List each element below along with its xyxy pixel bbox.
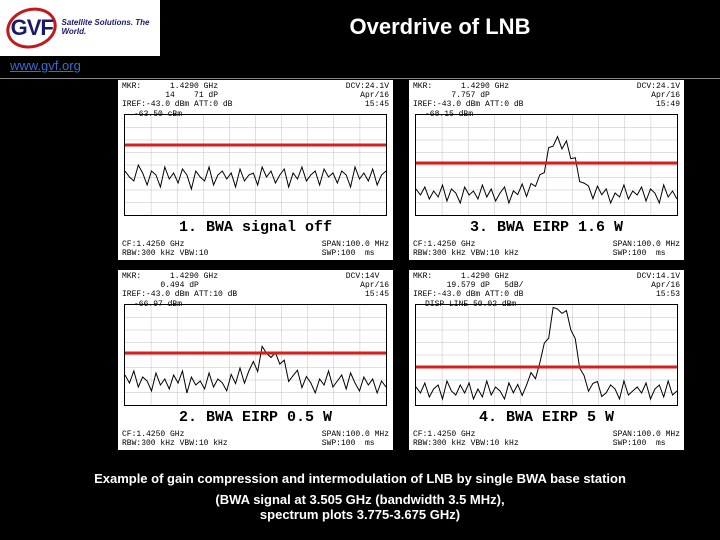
panel-caption: 2. BWA EIRP 0.5 W xyxy=(175,409,336,426)
panel-header: MKR: 1.4290 GHz 19.579 dP 5dB/ IREF:-43.… xyxy=(409,270,684,300)
panel-head-right: DCV:24.1V Apr/16 15:49 xyxy=(637,82,680,110)
logo-tagline: Satellite Solutions. The World. xyxy=(61,19,154,37)
spectrum-grid: MKR: 1.4290 GHz 14 71 dP IREF:-43.0 dBm … xyxy=(118,80,684,450)
foot-left: CF:1.4250 GHz RBW:300 kHz VBW:10 kHz xyxy=(413,240,519,258)
footer-line-2: (BWA signal at 3.505 GHz (bandwidth 3.5 … xyxy=(0,492,720,507)
foot-right: SPAN:100.0 MHz SWP:100 ms xyxy=(322,240,389,258)
spectrum-panel-3: MKR: 1.4290 GHz 7.757 dP IREF:-43.0 dBm … xyxy=(409,80,684,260)
panel-head-right: DCV:24.1V Apr/16 15:45 xyxy=(346,82,389,110)
spectrum-panel-4: MKR: 1.4290 GHz 19.579 dP 5dB/ IREF:-43.… xyxy=(409,270,684,450)
panel-head-right: DCV:14V Apr/16 15:45 xyxy=(346,272,389,300)
panel-caption: 1. BWA signal off xyxy=(175,219,336,236)
panel-caption: 4. BWA EIRP 5 W xyxy=(475,409,618,426)
foot-left: CF:1.4250 GHz RBW:300 kHz VBW:10 kHz xyxy=(413,430,519,448)
foot-left: CF:1.4250 GHz RBW:300 kHz VBW:10 xyxy=(122,240,208,258)
logo: GVF Satellite Solutions. The World. xyxy=(0,0,160,56)
foot-right: SPAN:100.0 MHz SWP:100 ms xyxy=(613,430,680,448)
site-url-link[interactable]: www.gvf.org xyxy=(10,58,81,73)
panel-head-left: MKR: 1.4290 GHz 14 71 dP IREF:-43.0 dBm … xyxy=(122,82,232,110)
page-title: Overdrive of LNB xyxy=(160,0,720,40)
footer-line-1: Example of gain compression and intermod… xyxy=(0,471,720,486)
divider xyxy=(0,78,720,79)
panel-header: MKR: 1.4290 GHz 7.757 dP IREF:-43.0 dBm … xyxy=(409,80,684,110)
spectrum-plot-2 xyxy=(124,304,387,406)
panel-head-left: MKR: 1.4290 GHz 19.579 dP 5dB/ IREF:-43.… xyxy=(413,272,523,300)
panel-footer: CF:1.4250 GHz RBW:300 kHz VBW:10 kHz SPAN… xyxy=(413,430,680,448)
logo-mark: GVF xyxy=(6,6,57,50)
panel-head-left: MKR: 1.4290 GHz 7.757 dP IREF:-43.0 dBm … xyxy=(413,82,523,110)
panel-head-right: DCV:14.1V Apr/16 15:53 xyxy=(637,272,680,300)
foot-right: SPAN:100.0 MHz SWP:100 ms xyxy=(322,430,389,448)
logo-letters: GVF xyxy=(6,6,57,50)
spectrum-plot-3 xyxy=(415,114,678,216)
footer-line-3: spectrum plots 3.775-3.675 GHz) xyxy=(0,507,720,522)
spectrum-panel-1: MKR: 1.4290 GHz 14 71 dP IREF:-43.0 dBm … xyxy=(118,80,393,260)
panel-footer: CF:1.4250 GHz RBW:300 kHz VBW:10 kHz SPAN… xyxy=(122,430,389,448)
spectrum-plot-4 xyxy=(415,304,678,406)
panel-caption: 3. BWA EIRP 1.6 W xyxy=(466,219,627,236)
panel-header: MKR: 1.4290 GHz 0.494 dP IREF:-43.0 dBm … xyxy=(118,270,393,300)
panel-footer: CF:1.4250 GHz RBW:300 kHz VBW:10 kHz SPAN… xyxy=(413,240,680,258)
spectrum-plot-1 xyxy=(124,114,387,216)
panel-header: MKR: 1.4290 GHz 14 71 dP IREF:-43.0 dBm … xyxy=(118,80,393,110)
panel-head-left: MKR: 1.4290 GHz 0.494 dP IREF:-43.0 dBm … xyxy=(122,272,237,300)
spectrum-panel-2: MKR: 1.4290 GHz 0.494 dP IREF:-43.0 dBm … xyxy=(118,270,393,450)
foot-left: CF:1.4250 GHz RBW:300 kHz VBW:10 kHz xyxy=(122,430,228,448)
footer-text: Example of gain compression and intermod… xyxy=(0,471,720,522)
panel-footer: CF:1.4250 GHz RBW:300 kHz VBW:10 SPAN:100… xyxy=(122,240,389,258)
foot-right: SPAN:100.0 MHz SWP:100 ms xyxy=(613,240,680,258)
header-bar: GVF Satellite Solutions. The World. Over… xyxy=(0,0,720,70)
